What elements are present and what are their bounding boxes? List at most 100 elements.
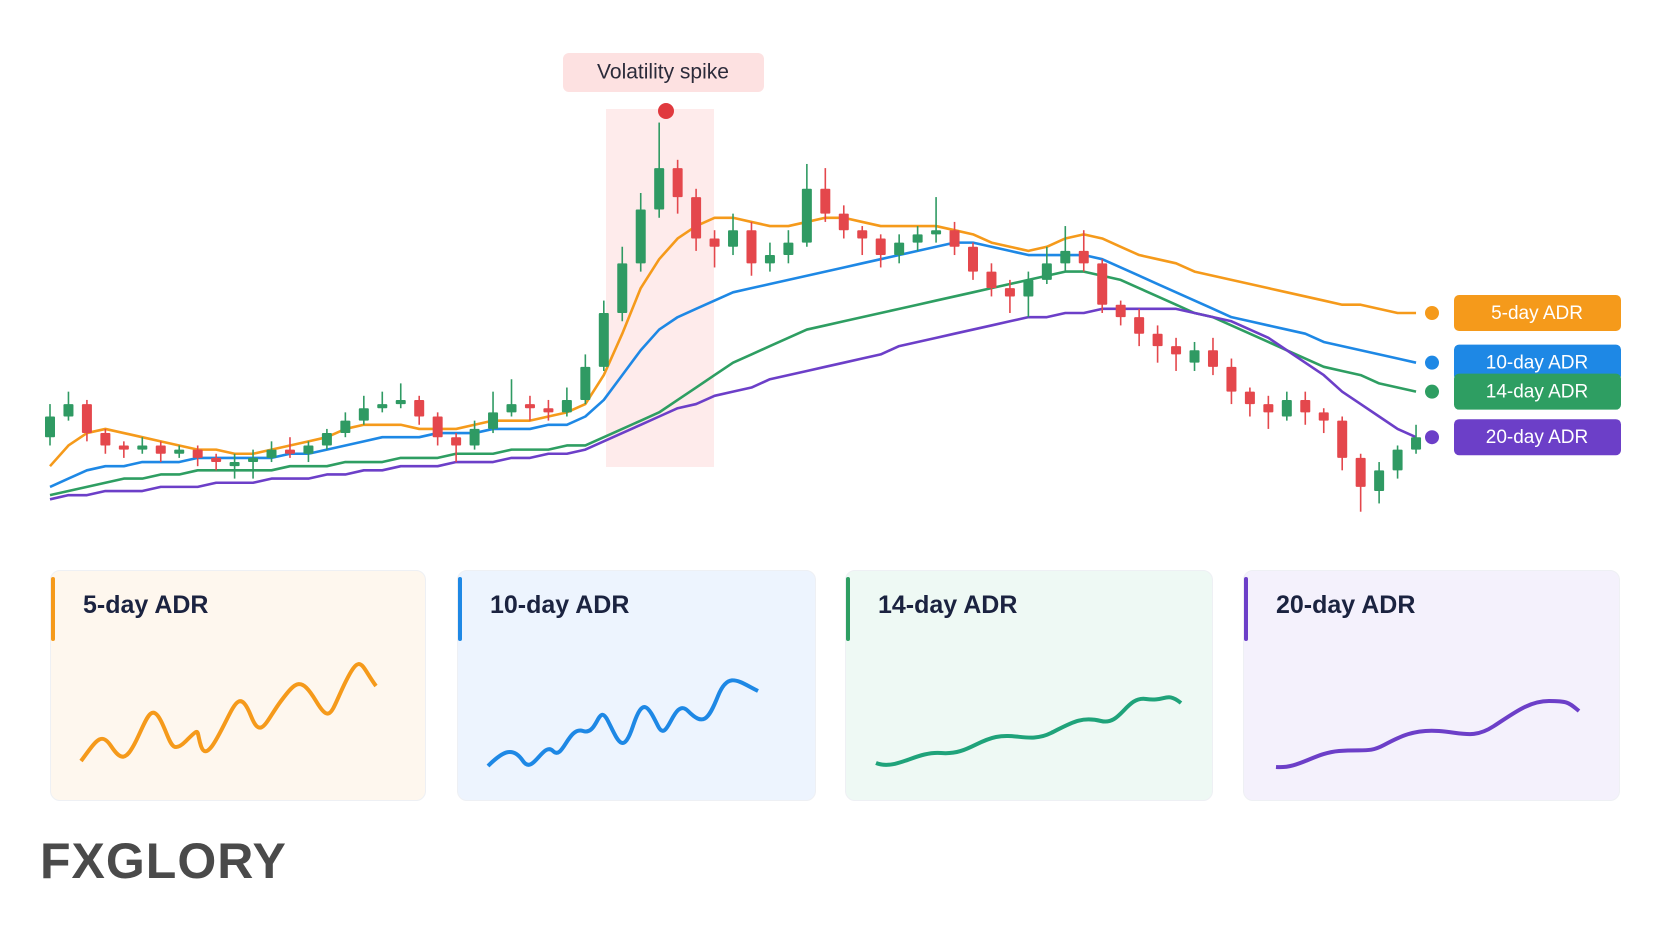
candle-body bbox=[654, 168, 665, 210]
candle-body bbox=[1152, 333, 1163, 347]
candle-body bbox=[801, 188, 812, 243]
candle-body bbox=[358, 408, 369, 421]
candle-body bbox=[266, 449, 277, 458]
spike-dot bbox=[658, 103, 674, 119]
candle-body bbox=[524, 404, 535, 409]
candle-body bbox=[635, 209, 646, 264]
candle-body bbox=[1337, 420, 1348, 458]
candle-body bbox=[1097, 263, 1108, 305]
candle-body bbox=[764, 255, 775, 264]
candle-body bbox=[414, 399, 425, 417]
candle-body bbox=[1115, 304, 1126, 318]
candle-body bbox=[1392, 449, 1403, 471]
legend-label: 10-day ADR bbox=[1486, 353, 1588, 374]
candle-body bbox=[451, 437, 462, 446]
candle-body bbox=[875, 238, 886, 256]
candle-body bbox=[598, 313, 609, 367]
candle-body bbox=[100, 433, 111, 446]
candle-body bbox=[857, 230, 868, 239]
candle-body bbox=[155, 445, 166, 454]
adr-line bbox=[49, 307, 1417, 501]
candle-body bbox=[894, 242, 905, 256]
card: 10-day ADR bbox=[457, 570, 816, 801]
candle-body bbox=[746, 230, 757, 264]
candle-body bbox=[1355, 457, 1366, 487]
candle-body bbox=[580, 366, 591, 400]
candle-body bbox=[691, 197, 702, 239]
adr-line bbox=[49, 241, 1417, 489]
candle-body bbox=[45, 416, 55, 438]
legend-dot bbox=[1425, 355, 1439, 370]
candle-body bbox=[1263, 404, 1274, 413]
candle-body bbox=[229, 462, 240, 467]
candle-body bbox=[211, 457, 222, 463]
logo: FXGLORY bbox=[40, 833, 287, 889]
legend-box bbox=[1454, 373, 1621, 410]
legend-label: 5-day ADR bbox=[1491, 303, 1583, 324]
sparkline-path bbox=[486, 678, 759, 768]
legend-box bbox=[1454, 295, 1621, 331]
candle-body bbox=[1226, 366, 1237, 392]
candle-body bbox=[783, 242, 794, 256]
candle-body bbox=[377, 404, 388, 409]
card-title: 14-day ADR bbox=[878, 591, 1018, 619]
legend-dot bbox=[1425, 306, 1439, 320]
candle-body bbox=[912, 234, 923, 243]
candle-body bbox=[137, 445, 148, 450]
card-accent bbox=[846, 577, 850, 641]
annotation-box bbox=[563, 53, 764, 92]
candle-body bbox=[709, 238, 720, 247]
candle-body bbox=[1004, 288, 1015, 297]
candle-body bbox=[81, 404, 92, 434]
candle-body bbox=[469, 428, 480, 446]
candle-body bbox=[284, 449, 295, 454]
sparkline bbox=[1275, 698, 1581, 770]
sparkline bbox=[875, 695, 1183, 767]
candle-body bbox=[1041, 263, 1052, 280]
candle-body bbox=[118, 445, 129, 450]
candle-body bbox=[1060, 250, 1071, 264]
candle-body bbox=[1300, 399, 1311, 413]
candle-body bbox=[1171, 346, 1182, 355]
candle-body bbox=[820, 188, 831, 214]
candle-body bbox=[1411, 437, 1422, 450]
card-title: 20-day ADR bbox=[1276, 591, 1416, 619]
candle-body bbox=[543, 408, 554, 413]
card-title: 10-day ADR bbox=[490, 591, 630, 619]
candle-body bbox=[1189, 350, 1200, 363]
chart: Volatility spike 5-day ADR 10-day ADR 14-d… bbox=[45, 53, 1621, 512]
candle-body bbox=[63, 404, 74, 417]
candle-body bbox=[1078, 250, 1089, 264]
candle-body bbox=[1374, 470, 1385, 492]
candle-body bbox=[561, 399, 572, 413]
legend-box bbox=[1454, 344, 1621, 381]
candle-body bbox=[1244, 391, 1255, 405]
candle-body bbox=[432, 416, 443, 438]
sparkline-path bbox=[1275, 698, 1581, 770]
candle-body bbox=[506, 404, 517, 413]
sparkline-path bbox=[79, 662, 378, 763]
legend-box bbox=[1454, 419, 1621, 456]
sparkline bbox=[486, 678, 759, 768]
candle-body bbox=[838, 213, 849, 231]
card-title: 5-day ADR bbox=[83, 591, 209, 619]
candle-body bbox=[488, 412, 499, 429]
sparkline-path bbox=[875, 695, 1183, 767]
legend-label: 14-day ADR bbox=[1486, 382, 1588, 403]
annotation: Volatility spike bbox=[597, 61, 729, 84]
candle-body bbox=[986, 271, 997, 289]
candle-body bbox=[192, 449, 203, 458]
candle-body bbox=[617, 263, 628, 313]
candle-body bbox=[248, 457, 259, 463]
candle-body bbox=[174, 449, 185, 454]
candle-body bbox=[728, 230, 739, 247]
legend-label: 20-day ADR bbox=[1486, 427, 1588, 448]
candle-body bbox=[321, 433, 332, 446]
candle-body bbox=[1318, 412, 1329, 421]
card-accent bbox=[51, 577, 55, 641]
adr-line bbox=[49, 270, 1417, 497]
card-accent bbox=[458, 577, 462, 641]
candle-body bbox=[949, 230, 960, 247]
candle-body bbox=[1207, 350, 1218, 367]
candle-body bbox=[1281, 399, 1292, 417]
